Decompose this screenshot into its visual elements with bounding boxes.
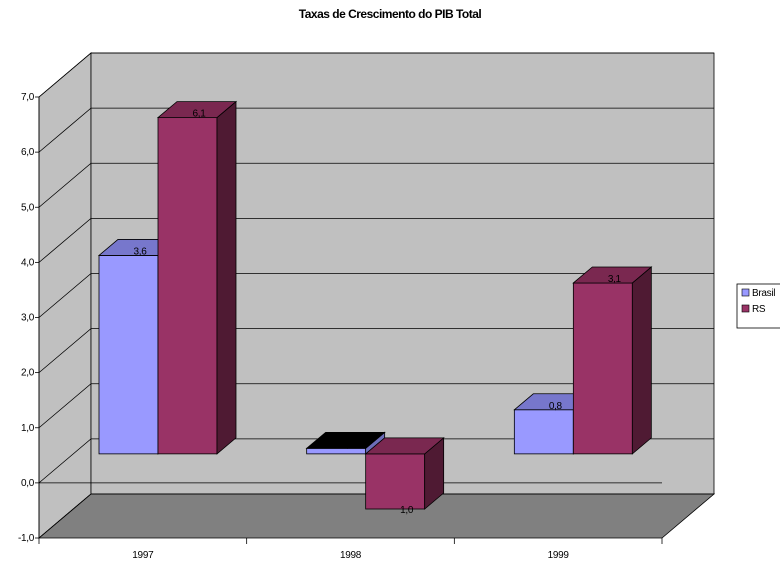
bar-side (631, 266, 652, 455)
gridline (38, 273, 714, 318)
bar-top (305, 431, 386, 449)
gridline (38, 107, 714, 153)
bar-top (364, 437, 445, 455)
bar-top (572, 266, 653, 284)
data-label: 6,1 (192, 109, 206, 120)
bar (98, 255, 159, 455)
y-tick-label: -1,0 (18, 533, 35, 544)
y-tick-label: 6,0 (21, 147, 35, 158)
data-label: 1,0 (400, 505, 414, 516)
chart-title: Taxas de Crescimento do PIB Total (299, 7, 482, 21)
gridlines (38, 52, 714, 539)
gridline (38, 383, 714, 429)
data-label: 3,6 (133, 246, 147, 257)
y-tick-label: 7,0 (21, 92, 35, 103)
gridline (38, 52, 714, 98)
gridline (38, 438, 714, 484)
legend-swatch (741, 288, 750, 297)
bar (157, 117, 218, 455)
bar (365, 453, 426, 510)
y-tick-label: 2,0 (21, 368, 35, 379)
gridline (38, 162, 714, 208)
legend-swatch (741, 304, 750, 313)
data-label: 0,8 (549, 401, 563, 412)
legend: Brasil RS (736, 283, 780, 329)
legend-label: RS (752, 304, 766, 315)
axes: -1,0 0,0 1,0 2,0 3,0 4,0 5,0 6,0 7,0 1997 1998 1999 (18, 92, 663, 561)
gridline (38, 493, 714, 539)
legend-label: Brasil (752, 288, 775, 299)
data-labels: 3,6 6,1 0,1 1,0 0,8 3,1 (133, 109, 621, 516)
gridline (38, 328, 714, 373)
x-tick-label: 1997 (132, 550, 154, 561)
x-tick-label: 1998 (340, 550, 362, 561)
bar (306, 447, 367, 455)
x-tick-label: 1999 (548, 550, 570, 561)
bar (572, 282, 633, 455)
y-tick-label: 1,0 (21, 423, 35, 434)
y-tick-label: 4,0 (21, 257, 35, 268)
gridline (38, 217, 714, 263)
bar-side (216, 100, 237, 455)
bar (513, 409, 574, 455)
y-tick-label: 3,0 (21, 313, 35, 324)
bar-top (156, 101, 238, 119)
y-tick-label: 5,0 (21, 202, 35, 213)
bars (97, 100, 653, 510)
data-label: 3,1 (608, 274, 622, 285)
data-label: 0,1 (341, 439, 355, 450)
y-tick-label: 0,0 (21, 478, 35, 489)
